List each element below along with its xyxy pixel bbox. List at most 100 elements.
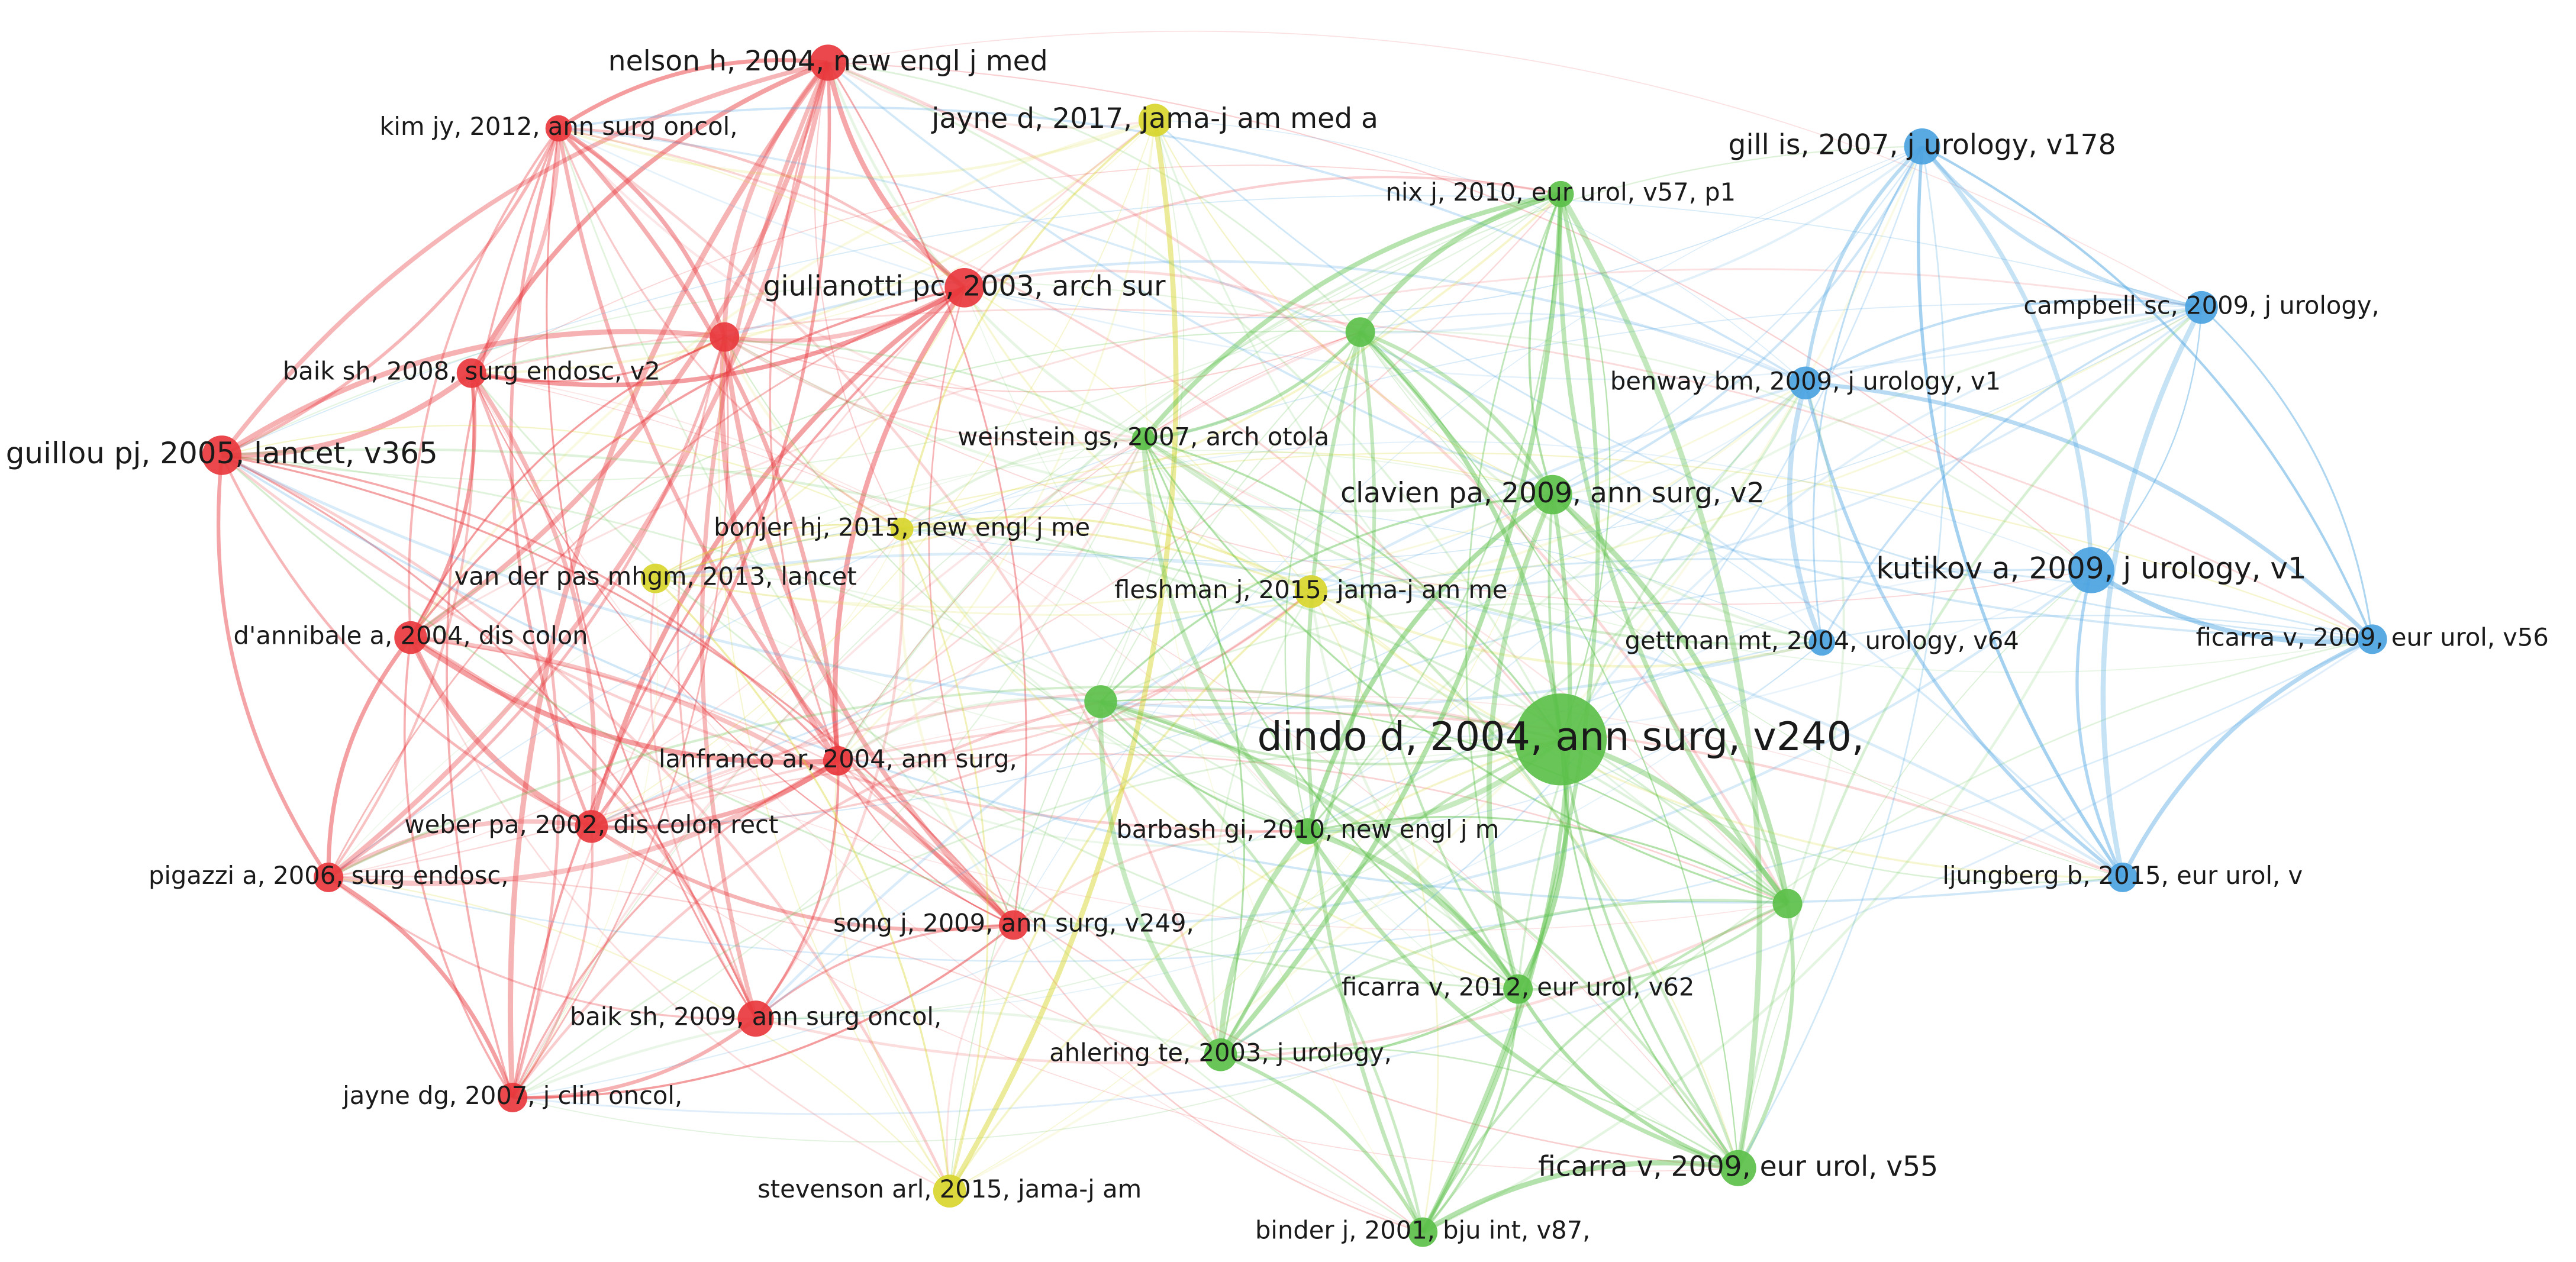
link <box>1528 193 1562 495</box>
link <box>1220 987 1519 1060</box>
link <box>699 62 830 1019</box>
link <box>471 336 726 383</box>
link <box>471 372 1308 832</box>
link <box>724 120 1156 338</box>
link <box>558 119 1156 180</box>
link <box>1517 382 1807 989</box>
node <box>1503 974 1533 1004</box>
link <box>558 106 1806 384</box>
node-label: benway bm, 2009, j urology, v1 <box>1610 366 2001 395</box>
node-label: ljungberg b, 2015, eur urol, v <box>1942 861 2303 890</box>
link <box>221 193 1561 482</box>
link <box>1560 738 2123 883</box>
link <box>512 1009 1221 1099</box>
link <box>1737 570 2092 1169</box>
node-label: kim jy, 2012, ann surg oncol, <box>379 112 737 141</box>
node-label: van der pas mhgm, 2013, lancet <box>454 562 857 591</box>
link <box>327 373 475 879</box>
link <box>221 454 1308 833</box>
node-label: barbash gi, 2010, new engl j m <box>1116 815 1499 844</box>
node <box>1408 1217 1438 1247</box>
link <box>1359 331 1739 1169</box>
link <box>221 424 902 530</box>
node <box>944 267 984 308</box>
link <box>1559 306 2202 740</box>
link <box>1220 899 1788 1056</box>
link <box>408 127 560 638</box>
link <box>1098 701 1223 1057</box>
link <box>964 269 1361 334</box>
link <box>221 454 2123 904</box>
link <box>2090 568 2373 644</box>
node <box>1138 104 1172 137</box>
node <box>575 810 608 843</box>
link <box>1143 438 1562 740</box>
link <box>949 738 1561 1192</box>
link <box>723 336 903 531</box>
link <box>220 454 592 828</box>
link <box>1013 146 1923 925</box>
node-label: lanfranco ar, 2004, ann surg, <box>659 744 1017 773</box>
link <box>410 119 1156 638</box>
link <box>827 62 1562 740</box>
link <box>837 760 1014 926</box>
link <box>1013 193 1561 925</box>
link <box>1141 438 1310 833</box>
node <box>823 745 853 776</box>
link <box>409 62 831 640</box>
link <box>828 30 2202 308</box>
link <box>1307 194 1562 832</box>
link <box>471 372 1739 1169</box>
link <box>327 336 726 879</box>
link <box>755 924 1014 1020</box>
link <box>755 902 1788 1064</box>
link <box>328 759 840 886</box>
link <box>837 438 1145 762</box>
node <box>2068 547 2114 593</box>
node <box>1533 475 1572 515</box>
link <box>832 286 967 761</box>
link <box>1307 815 1788 905</box>
link <box>756 739 1561 1019</box>
link <box>1920 145 2202 309</box>
node-label: giulianotti pc, 2003, arch sur <box>763 270 1166 302</box>
link <box>655 577 951 1192</box>
link <box>1737 146 1946 1169</box>
link <box>1465 193 1562 990</box>
link <box>557 128 1423 1233</box>
link <box>1218 830 1310 1055</box>
link <box>1359 331 1823 644</box>
link <box>1307 642 1823 832</box>
node-label: clavien pa, 2009, ann surg, v2 <box>1340 477 1765 509</box>
link <box>902 528 1788 905</box>
link <box>507 61 830 1098</box>
link <box>409 635 839 765</box>
nodes <box>202 44 2387 1247</box>
link <box>328 528 902 878</box>
link <box>901 306 2202 562</box>
link <box>512 382 1806 1098</box>
link <box>220 329 725 458</box>
link <box>836 192 1562 762</box>
link <box>1013 569 2093 927</box>
link <box>2200 306 2374 640</box>
node-label: ficarra v, 2009, eur urol, v56 <box>2196 622 2549 651</box>
link <box>722 337 1015 927</box>
link <box>1421 902 1788 1233</box>
node <box>394 621 427 654</box>
link <box>1552 382 1806 496</box>
link <box>471 164 1561 374</box>
link <box>1786 382 1845 905</box>
link <box>1421 494 1572 1234</box>
node <box>1547 180 1574 208</box>
link <box>1550 492 1790 905</box>
link <box>837 695 2123 878</box>
link <box>1219 331 1376 1056</box>
link <box>591 382 1806 827</box>
link <box>2091 307 2203 571</box>
link <box>901 528 1308 832</box>
link <box>557 127 1144 440</box>
link <box>1142 438 1246 1056</box>
link <box>719 337 840 763</box>
